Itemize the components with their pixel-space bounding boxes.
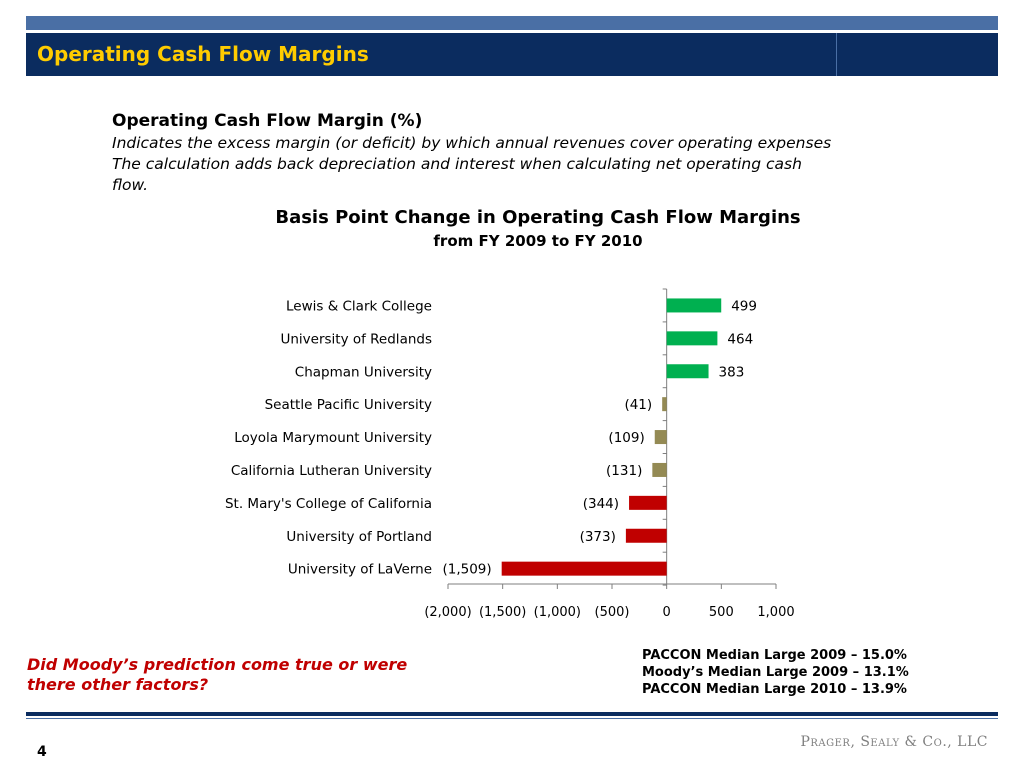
category-label: California Lutheran University	[231, 463, 432, 479]
page-number: 4	[37, 744, 47, 760]
median-line: Moody’s Median Large 2009 – 13.1%	[642, 665, 909, 680]
data-label: 499	[731, 298, 757, 314]
category-label: University of Portland	[286, 529, 432, 545]
question-line: Did Moody’s prediction come true or were	[27, 655, 408, 674]
bar	[666, 364, 709, 379]
data-label: (344)	[583, 496, 619, 512]
category-label: Loyola Marymount University	[234, 430, 432, 446]
data-label: 383	[719, 364, 745, 380]
data-label: (109)	[608, 430, 644, 446]
data-label: (41)	[624, 397, 652, 413]
data-label: (131)	[606, 463, 642, 479]
firm-name: Prager, Sealy & Co., LLC	[800, 734, 988, 750]
data-label: (373)	[580, 529, 616, 545]
chart-subtitle: from FY 2009 to FY 2010	[433, 232, 643, 250]
bar	[629, 495, 667, 510]
x-tick-label: (1,500)	[479, 605, 526, 620]
bar	[662, 397, 667, 412]
question-line: there other factors?	[27, 675, 209, 694]
section-heading: Operating Cash Flow Margin (%)	[112, 111, 423, 131]
bar	[666, 331, 718, 346]
description-line: Indicates the excess margin (or deficit)…	[112, 134, 832, 152]
category-label: St. Mary's College of California	[225, 496, 432, 512]
data-label: (1,509)	[442, 562, 491, 578]
description-line: flow.	[112, 176, 149, 194]
chart-title: Basis Point Change in Operating Cash Flo…	[275, 207, 801, 228]
category-label: Lewis & Clark College	[286, 298, 432, 314]
bar	[625, 528, 667, 543]
median-line: PACCON Median Large 2010 – 13.9%	[642, 682, 907, 697]
data-label: 464	[727, 331, 753, 347]
median-notes: PACCON Median Large 2009 – 15.0% Moody’s…	[642, 647, 909, 698]
top-rule	[26, 16, 998, 30]
bar	[501, 561, 667, 576]
bottom-rule-thin	[26, 718, 998, 719]
description: Indicates the excess margin (or deficit)…	[112, 133, 922, 196]
bottom-rule	[26, 712, 998, 716]
x-tick-label: 500	[709, 605, 734, 620]
title-bar-divider	[836, 33, 837, 76]
x-tick-label: (2,000)	[424, 605, 471, 620]
slide-title: Operating Cash Flow Margins	[37, 42, 369, 66]
bar-chart: (2,000) (1,500) (1,000) (500) 0 500 1,000 Lewis…	[225, 288, 795, 620]
title-bar: Operating Cash Flow Margins	[26, 33, 998, 76]
category-label: Chapman University	[295, 364, 432, 380]
question-text: Did Moody’s prediction come true or were…	[27, 655, 447, 695]
x-tick-label: 0	[663, 605, 671, 620]
category-label: Seattle Pacific University	[265, 397, 432, 413]
description-line: The calculation adds back depreciation a…	[112, 155, 802, 173]
median-line: PACCON Median Large 2009 – 15.0%	[642, 648, 907, 663]
bar	[654, 430, 667, 445]
x-tick-label: 1,000	[757, 605, 794, 620]
bar	[666, 298, 722, 313]
x-tick-label: (1,000)	[534, 605, 581, 620]
category-label: University of LaVerne	[288, 562, 432, 578]
category-label: University of Redlands	[280, 331, 432, 347]
x-tick-label: (500)	[595, 605, 630, 620]
bar	[652, 462, 667, 477]
